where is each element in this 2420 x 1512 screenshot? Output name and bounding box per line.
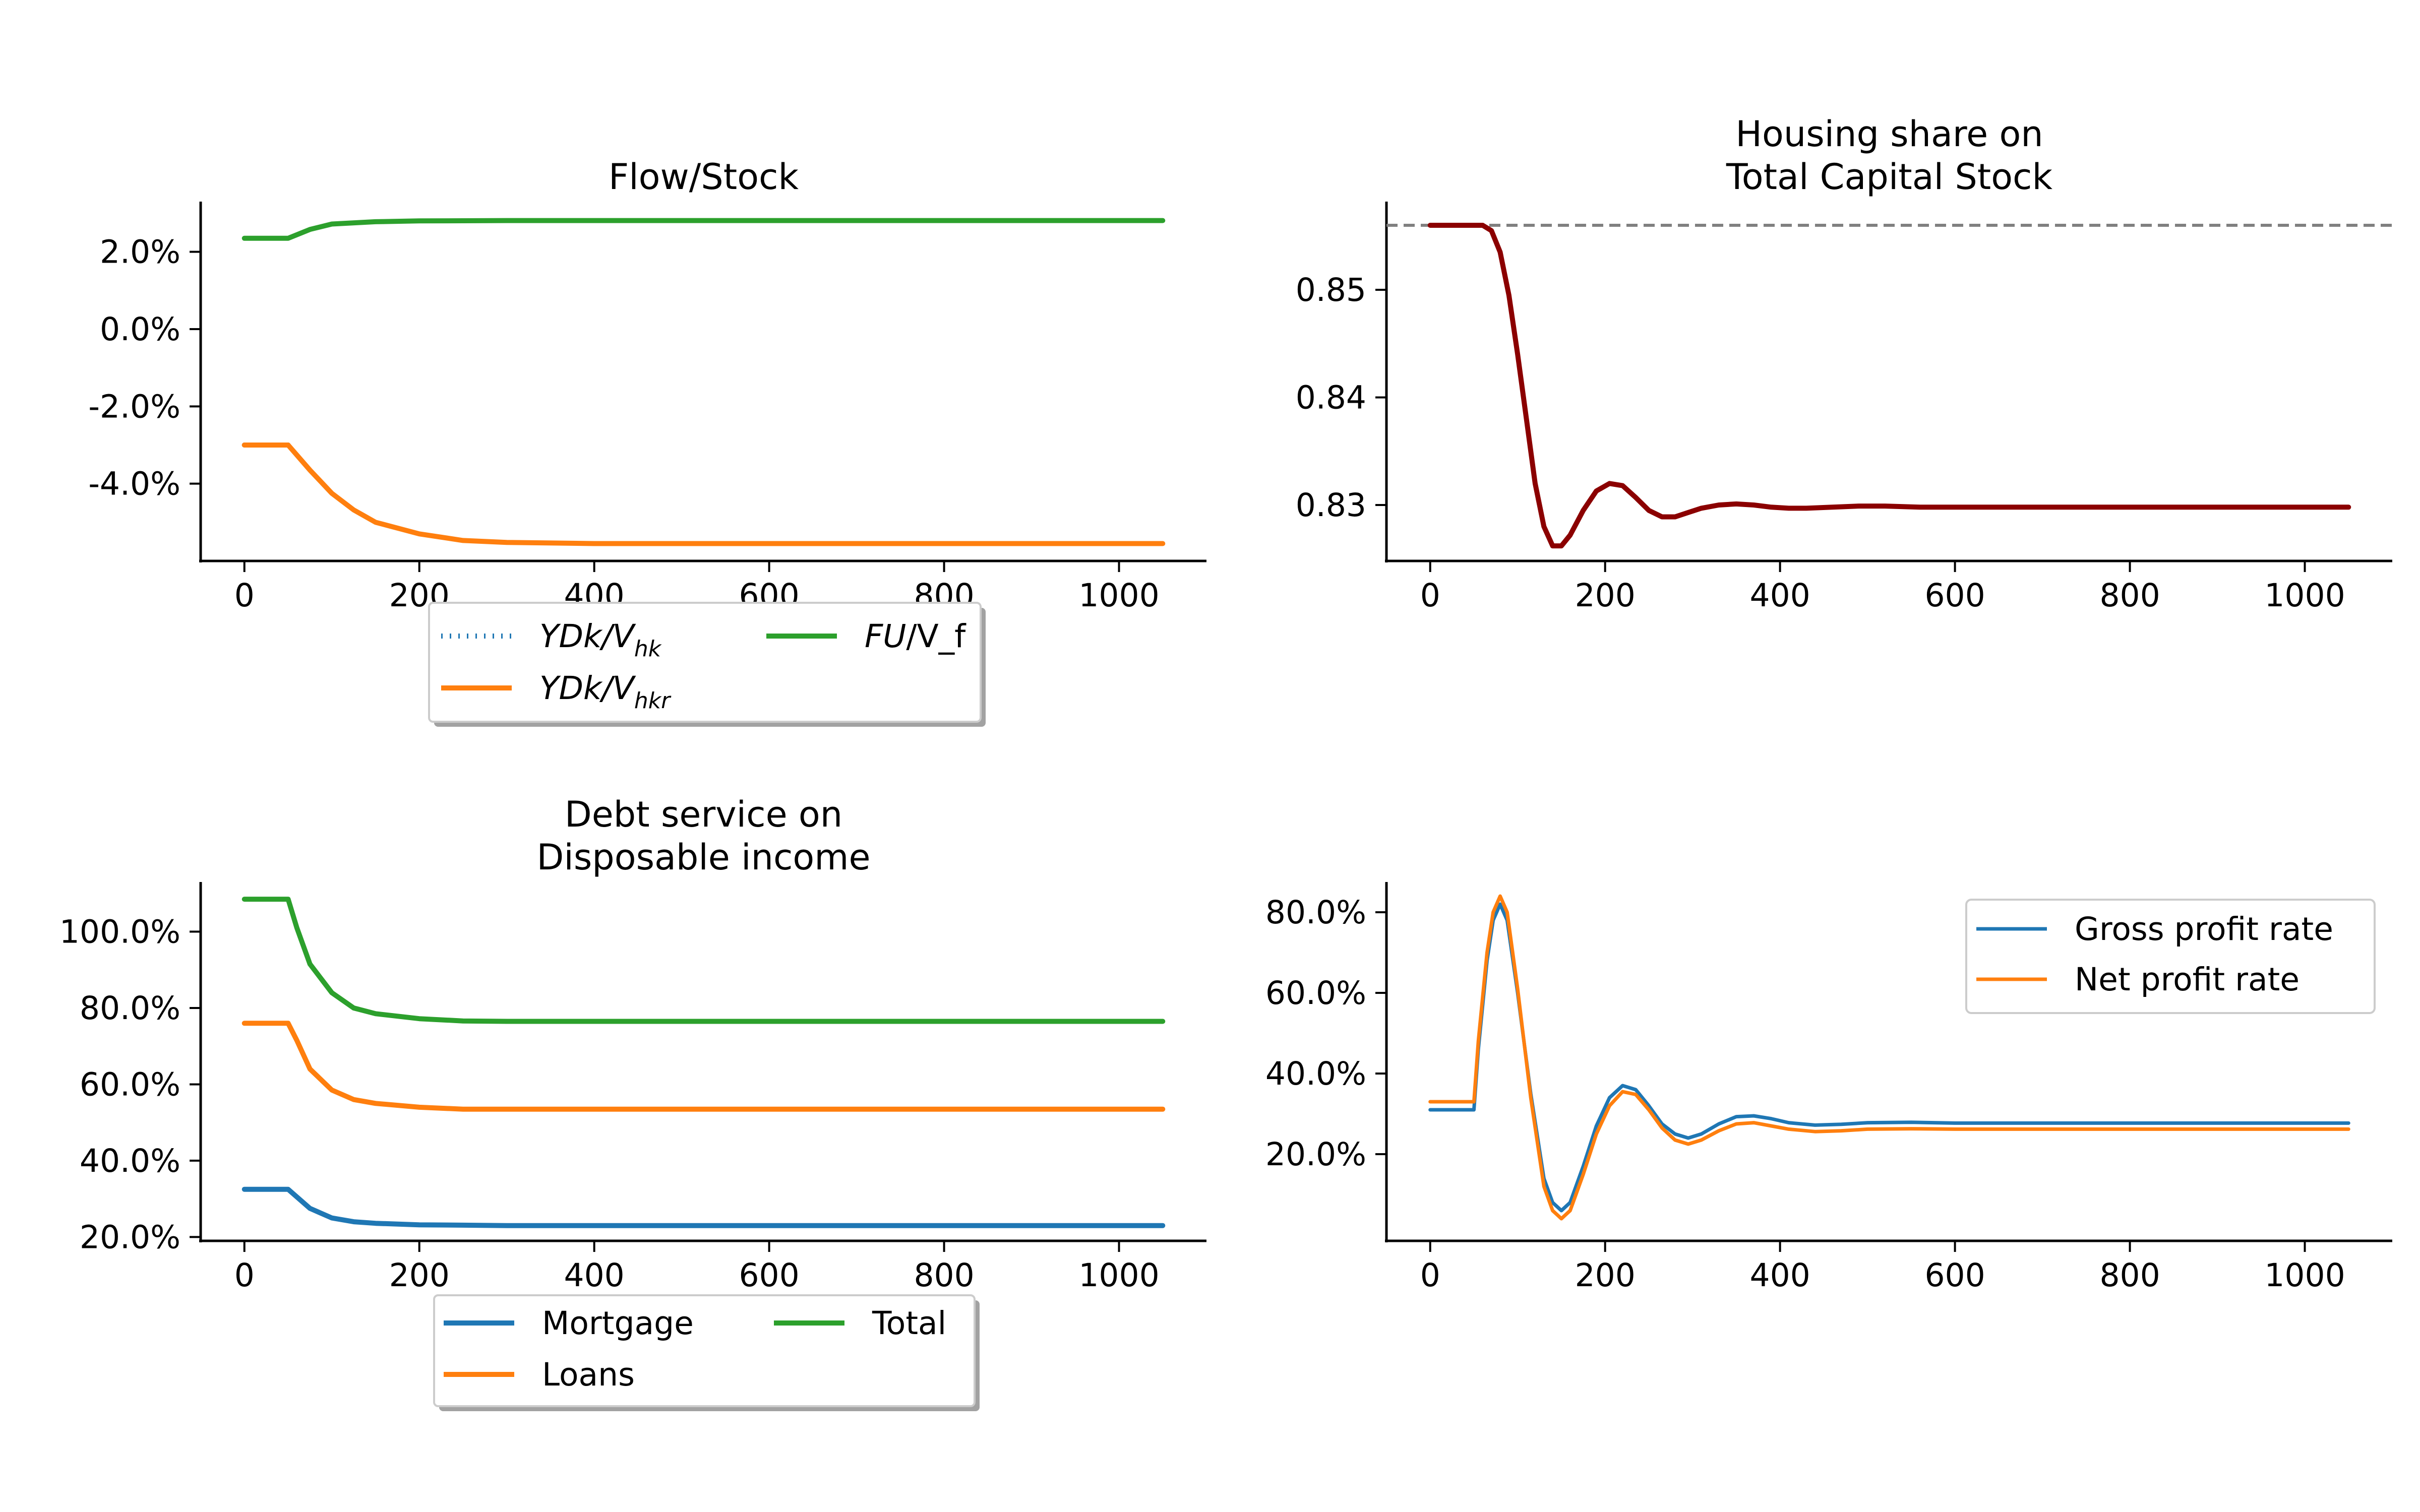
series-line-2 <box>1428 894 2350 1221</box>
legend-label: Gross profit rate <box>2075 911 2333 948</box>
x-tick-label: 0 <box>234 577 255 614</box>
x-tick-label: 1000 <box>2264 1257 2345 1294</box>
legend-frame <box>1965 899 2376 1014</box>
legend-frame <box>428 602 982 723</box>
x-tick-label: 200 <box>1575 1257 1636 1294</box>
chart-title: Total Capital Stock <box>1726 156 2053 198</box>
y-tick-label: 20.0% <box>80 1219 180 1255</box>
x-tick-label: 600 <box>1924 577 1985 614</box>
legend-debt-service: Mortgage Loans Total <box>433 1294 980 1411</box>
x-tick-label: 400 <box>1750 577 1810 614</box>
x-tick-label: 1000 <box>1078 1257 1159 1294</box>
legend-label: YDk/Vhkr <box>539 670 672 714</box>
series-line-1 <box>241 1186 1166 1228</box>
y-tick-label: 2.0% <box>100 234 180 271</box>
x-tick-label: 800 <box>914 1257 974 1294</box>
x-tick-label: 0 <box>1420 577 1440 614</box>
series-line-3 <box>241 897 1166 1024</box>
x-tick-label: 0 <box>234 1257 255 1294</box>
legend-profit-rate: Gross profit rate Net profit rate <box>1965 899 2376 1014</box>
legend-label: FU/V_f <box>865 618 966 655</box>
legend-label: YDk/Vhk <box>539 618 662 662</box>
series-line-2 <box>241 443 1166 546</box>
series-line-3 <box>241 218 1166 241</box>
y-tick-label: 60.0% <box>1265 975 1366 1012</box>
legend-label: Total <box>872 1305 946 1342</box>
x-tick-label: 600 <box>739 1257 799 1294</box>
y-tick-label: 60.0% <box>80 1066 180 1103</box>
y-tick-label: 40.0% <box>1265 1055 1366 1092</box>
y-tick-label: 0.0% <box>100 311 180 348</box>
y-tick-label: 100.0% <box>59 913 180 950</box>
series-line-1 <box>1427 223 2351 549</box>
y-tick-label: 40.0% <box>80 1143 180 1179</box>
chart-title: Flow/Stock <box>609 156 799 198</box>
x-tick-label: 1000 <box>1078 577 1159 614</box>
y-tick-label: -2.0% <box>88 388 180 425</box>
x-tick-label: 200 <box>389 1257 450 1294</box>
y-tick-label: 80.0% <box>80 990 180 1027</box>
series-line-2 <box>241 1021 1166 1112</box>
chart-panel-4: 0 200 400 600 800 1000 80.0% 60.0% 40.0% 20.0% Gro… <box>1265 882 2392 1294</box>
x-tick-label: 400 <box>1750 1257 1810 1294</box>
legend-label: Loans <box>542 1356 635 1393</box>
y-tick-label: -4.0% <box>88 466 180 502</box>
y-tick-label: 0.84 <box>1296 380 1366 416</box>
x-tick-label: 800 <box>2099 1257 2160 1294</box>
x-tick-label: 1000 <box>2264 577 2345 614</box>
y-tick-label: 0.83 <box>1296 487 1366 524</box>
y-tick-label: 80.0% <box>1265 894 1366 931</box>
legend-flow-stock: YDk/Vhk YDk/Vhkr FU/V_f <box>428 602 986 727</box>
x-tick-label: 800 <box>2099 577 2160 614</box>
x-tick-label: 0 <box>1420 1257 1440 1294</box>
x-tick-label: 200 <box>1575 577 1636 614</box>
y-tick-label: 20.0% <box>1265 1136 1366 1173</box>
x-tick-label: 400 <box>564 1257 625 1294</box>
series-line-1 <box>1428 902 2350 1213</box>
legend-label: Net profit rate <box>2075 961 2300 998</box>
x-tick-label: 600 <box>1924 1257 1985 1294</box>
chart-title: Debt service on <box>565 794 842 835</box>
legend-label: Mortgage <box>542 1305 694 1342</box>
chart-title: Housing share on <box>1735 113 2043 155</box>
chart-title: Disposable income <box>536 837 870 878</box>
y-tick-label: 0.85 <box>1296 272 1366 308</box>
